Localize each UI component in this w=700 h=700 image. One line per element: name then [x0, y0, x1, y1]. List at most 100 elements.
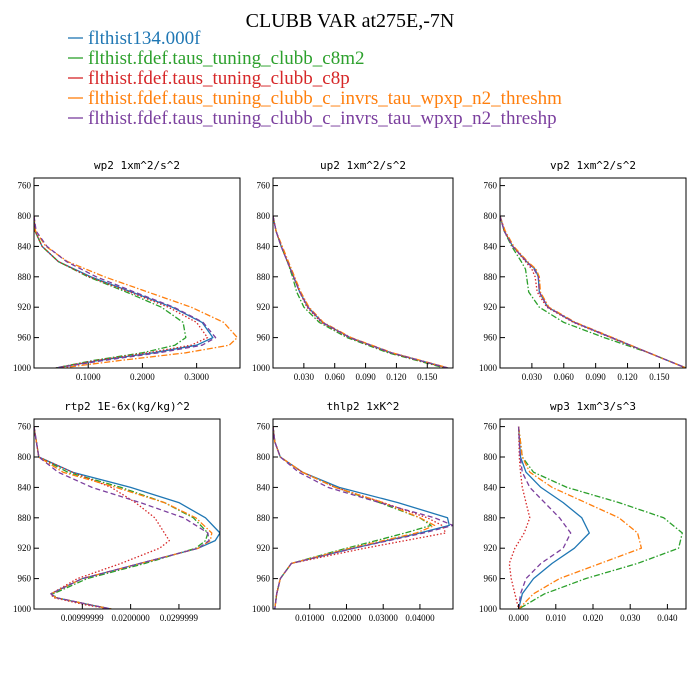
chart-panel-2: vp2 1xm^2/s^2 760 800 840 880 920 960 1000 0.030…: [479, 159, 687, 382]
x-tick-label: 0.2000: [130, 372, 155, 382]
series-line-0: [500, 215, 686, 368]
series-line-4: [34, 426, 210, 609]
y-tick-label: 1000: [13, 604, 32, 614]
y-tick-label: 800: [257, 211, 271, 221]
series-line-2: [500, 215, 686, 368]
y-tick-label: 840: [18, 482, 32, 492]
legend-label-3: flthist.fdef.taus_tuning_clubb_c_invrs_t…: [88, 88, 562, 109]
series-line-1: [500, 215, 686, 368]
y-tick-label: 1000: [252, 363, 271, 373]
plot-frame: [272, 418, 454, 610]
y-tick-label: 760: [257, 181, 271, 191]
y-tick-label: 1000: [13, 363, 32, 373]
y-tick-label: 840: [484, 482, 498, 492]
x-tick-label: 0.030: [620, 613, 641, 623]
x-tick-label: 0.060: [325, 372, 346, 382]
x-tick-label: 0.03000: [369, 613, 399, 623]
y-tick-label: 760: [484, 181, 498, 191]
panel-title: rtp2 1E-6x(kg/kg)^2: [64, 400, 190, 413]
chart-panel-5: wp3 1xm^3/s^3 760 800 840 880 920 960 1000 0.000…: [479, 400, 687, 623]
series-line-1: [273, 215, 445, 368]
x-tick-label: 0.01000: [295, 613, 325, 623]
legend-label-1: flthist.fdef.taus_tuning_clubb_c8m2: [88, 48, 365, 69]
y-tick-label: 920: [484, 543, 498, 553]
y-tick-label: 840: [18, 241, 32, 251]
y-tick-label: 960: [257, 333, 271, 343]
series-line-4: [34, 215, 217, 368]
panels: wp2 1xm^2/s^2 760 800 840 880 920 960 1000 0.100…: [13, 159, 687, 623]
x-tick-label: 0.120: [617, 372, 638, 382]
series-line-4: [500, 215, 686, 368]
x-tick-label: 0.3000: [184, 372, 209, 382]
series-line-2: [34, 426, 170, 609]
x-tick-label: 0.060: [554, 372, 575, 382]
y-tick-label: 800: [18, 211, 32, 221]
legend-label-4: flthist.fdef.taus_tuning_clubb_c_invrs_t…: [88, 108, 557, 129]
y-tick-label: 840: [257, 482, 271, 492]
series-line-3: [273, 215, 450, 368]
y-tick-label: 960: [18, 574, 32, 584]
y-tick-label: 960: [257, 574, 271, 584]
plot-frame: [499, 418, 687, 610]
y-tick-label: 760: [257, 422, 271, 432]
x-tick-label: 0.090: [355, 372, 376, 382]
y-tick-label: 760: [18, 422, 32, 432]
y-tick-label: 880: [18, 513, 32, 523]
y-tick-label: 1000: [252, 604, 271, 614]
plot-frame: [33, 418, 221, 610]
y-tick-label: 920: [257, 302, 271, 312]
series-line-1: [34, 215, 187, 368]
x-tick-label: 0.090: [586, 372, 607, 382]
x-tick-label: 0.150: [417, 372, 438, 382]
y-tick-label: 880: [484, 272, 498, 282]
x-tick-label: 0.010: [546, 613, 567, 623]
x-tick-label: 0.02000: [332, 613, 362, 623]
panel-title: wp2 1xm^2/s^2: [94, 159, 180, 172]
legend-label-0: flthist134.000f: [88, 28, 201, 49]
y-tick-label: 800: [484, 452, 498, 462]
legend: flthist134.000fflthist.fdef.taus_tuning_…: [68, 28, 562, 129]
y-tick-label: 960: [18, 333, 32, 343]
series-line-1: [517, 426, 683, 609]
plot-frame: [272, 177, 454, 369]
y-tick-label: 1000: [479, 604, 498, 614]
chart-panel-3: rtp2 1E-6x(kg/kg)^2 760 800 840 880 920 960 100…: [13, 400, 221, 623]
x-tick-label: 0.040: [657, 613, 678, 623]
x-tick-label: 0.04000: [405, 613, 435, 623]
series-line-4: [273, 426, 453, 609]
y-tick-label: 800: [257, 452, 271, 462]
y-tick-label: 760: [18, 181, 32, 191]
x-tick-label: 0.0200000: [111, 613, 150, 623]
series-line-1: [273, 426, 432, 609]
series-line-3: [273, 426, 436, 609]
y-tick-label: 880: [484, 513, 498, 523]
x-tick-label: 0.000: [508, 613, 529, 623]
x-tick-label: 0.120: [386, 372, 407, 382]
y-tick-label: 800: [18, 452, 32, 462]
series-line-3: [500, 215, 686, 368]
chart-panel-4: thlp2 1xK^2 760 800 840 880 920 960 1000 0.01000…: [252, 400, 454, 623]
x-tick-label: 0.030: [294, 372, 315, 382]
x-tick-label: 0.030: [522, 372, 543, 382]
y-tick-label: 880: [257, 272, 271, 282]
x-tick-label: 0.1000: [76, 372, 101, 382]
plot-frame: [499, 177, 687, 369]
series-line-2: [34, 215, 209, 368]
series-line-3: [517, 426, 643, 609]
x-tick-label: 0.020: [583, 613, 604, 623]
y-tick-label: 920: [18, 543, 32, 553]
y-tick-label: 920: [18, 302, 32, 312]
y-tick-label: 920: [484, 302, 498, 312]
chart-panel-0: wp2 1xm^2/s^2 760 800 840 880 920 960 1000 0.100…: [13, 159, 241, 382]
x-tick-label: 0.0299999: [160, 613, 199, 623]
y-tick-label: 960: [484, 333, 498, 343]
series-line-0: [34, 215, 214, 368]
series-line-4: [273, 215, 449, 368]
series-line-2: [508, 426, 531, 609]
chart-panel-1: up2 1xm^2/s^2 760 800 840 880 920 960 1000 0.030…: [252, 159, 454, 382]
panel-title: thlp2 1xK^2: [327, 400, 400, 413]
plot-frame: [33, 177, 241, 369]
y-tick-label: 880: [257, 513, 271, 523]
series-line-1: [34, 426, 209, 609]
